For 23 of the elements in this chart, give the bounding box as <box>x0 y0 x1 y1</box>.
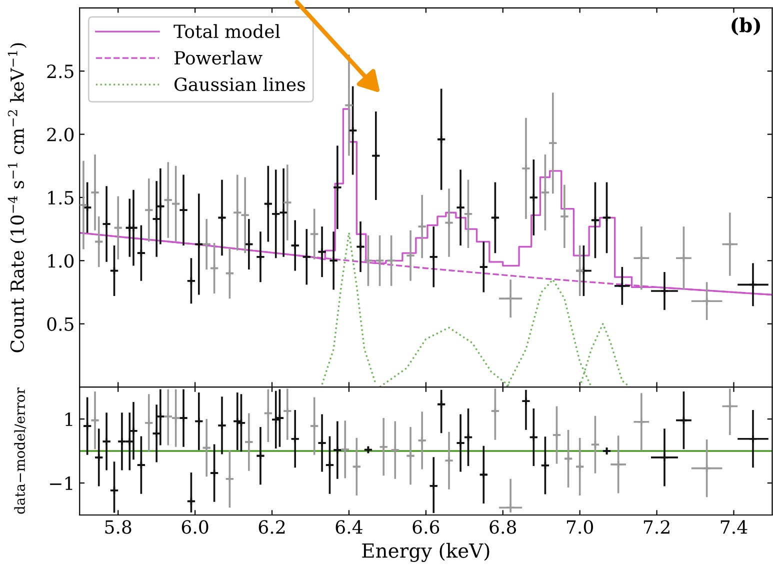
x-tick-label: 5.8 <box>105 520 132 534</box>
y-tick-label: −1 <box>50 476 72 490</box>
x-tick-label: 7.4 <box>720 520 748 534</box>
y-axis-title: data−model/error <box>14 388 26 514</box>
y-tick-label: 1.0 <box>48 254 74 268</box>
x-tick-label: 6.0 <box>182 520 208 534</box>
text: Count Rate (10$^{−4}$ s$^{−1}$ cm$^{−2}$ keV$^{−1}$) <box>8 43 27 352</box>
y-tick-label: 2.0 <box>47 128 74 142</box>
x-tick-label: 7.2 <box>644 520 670 534</box>
x-tick-label: 6.2 <box>258 520 285 534</box>
x-tick-label: 6.4 <box>336 520 362 534</box>
legend-label: Powerlaw <box>174 50 262 65</box>
y-tick-label: 1.5 <box>48 190 74 205</box>
x-tick-label: 6.6 <box>412 520 440 534</box>
x-tick-label: 7.0 <box>566 520 593 534</box>
y-tick-label: 0.5 <box>47 317 74 331</box>
legend-label: Total model <box>174 24 280 38</box>
legend-label: Gaussian lines <box>174 77 305 92</box>
y-tick-label: 2.5 <box>47 64 74 78</box>
annotation: (b) <box>732 17 760 36</box>
y-tick-label: 1 <box>65 412 72 426</box>
x-tick-label: 6.8 <box>490 520 516 534</box>
x-axis-title: Energy (keV) <box>362 542 490 562</box>
